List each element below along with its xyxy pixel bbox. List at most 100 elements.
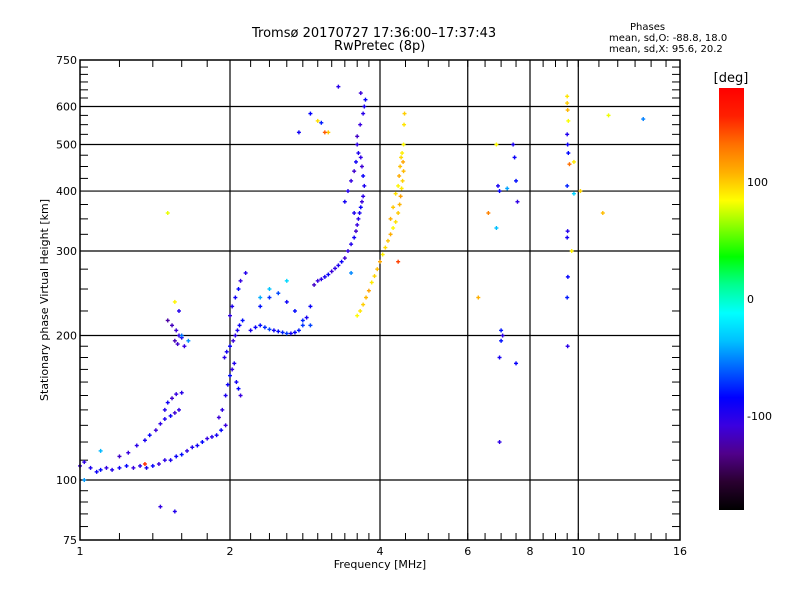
y-tick-label: 75 [63,534,77,547]
data-point [228,344,232,348]
data-point [356,217,360,221]
colorbar-ticks: 100 0 -100 [747,176,772,423]
data-point [148,433,152,437]
data-point [285,300,289,304]
data-point [494,226,498,230]
x-tick-label: 2 [227,545,234,558]
x-tick-label: 10 [571,545,585,558]
data-point [386,239,390,243]
data-point [499,328,503,332]
data-point [403,112,407,116]
data-point [572,160,576,164]
data-point [154,428,158,432]
data-point [566,119,570,123]
tick-labels: 1 2 4 6 8 10 16 75 100 200 300 400 500 600 750 [56,54,687,558]
data-point [200,440,204,444]
data-point [180,453,184,457]
data-point [326,273,330,277]
data-point [82,478,86,482]
data-point [99,449,103,453]
data-point [399,155,403,159]
data-point [186,339,190,343]
data-point [228,374,232,378]
data-point [398,164,402,168]
data-point [281,330,285,334]
data-point [169,414,173,418]
data-point [244,271,248,275]
data-point [234,380,238,384]
data-point [565,184,569,188]
data-point [566,229,570,233]
data-point [499,339,503,343]
data-point [323,130,327,134]
colorbar-tick-label: 0 [747,293,754,306]
data-point [346,189,350,193]
data-point [249,328,253,332]
data-point [352,169,356,173]
data-point [267,296,271,300]
data-point [174,328,178,332]
data-point [195,444,199,448]
data-point [145,466,149,470]
x-tick-label: 4 [377,545,384,558]
data-point [289,331,293,335]
colorbar-label: [deg] [714,71,749,86]
data-point [391,226,395,230]
data-point [308,112,312,116]
data-point [397,174,401,178]
x-tick-label: 8 [527,545,534,558]
data-point [223,355,227,359]
data-point [319,121,323,125]
data-point [267,327,271,331]
grid-lines [80,60,680,540]
data-point [401,160,405,164]
data-point [157,462,161,466]
data-point [210,435,214,439]
data-point [293,330,297,334]
data-point [169,458,173,462]
data-point [297,328,301,332]
data-point [173,509,177,513]
data-point [163,458,167,462]
data-point [173,300,177,304]
data-point [513,155,517,159]
data-point [565,132,569,136]
data-point [400,151,404,155]
data-point [607,113,611,117]
data-point [402,169,406,173]
data-point [236,287,240,291]
colorbar-tick-label: 100 [747,176,768,189]
x-tick-label: 16 [673,545,687,558]
data-point [151,464,155,468]
data-point [566,275,570,279]
y-axis-label: Stationary phase Virtual Height [km] [38,199,51,401]
data-point [233,334,237,338]
data-point [239,279,243,283]
data-point [272,328,276,332]
y-tick-label: 400 [56,185,77,198]
data-point [360,200,364,204]
data-point [578,189,582,193]
data-point [135,444,139,448]
data-point [308,304,312,308]
data-point [355,314,359,318]
data-point [236,387,240,391]
data-point [572,192,576,196]
data-point [308,323,312,327]
data-point [566,143,570,147]
data-point [276,291,280,295]
data-point [370,280,374,284]
data-point [373,274,377,278]
data-point [230,304,234,308]
data-point [358,211,362,215]
data-point [241,318,245,322]
data-point [498,440,502,444]
data-point [185,449,189,453]
data-point [570,249,574,253]
data-point [176,342,180,346]
data-point [285,279,289,283]
data-point [565,296,569,300]
data-point [231,339,235,343]
data-point [99,468,103,472]
data-point [226,383,230,387]
